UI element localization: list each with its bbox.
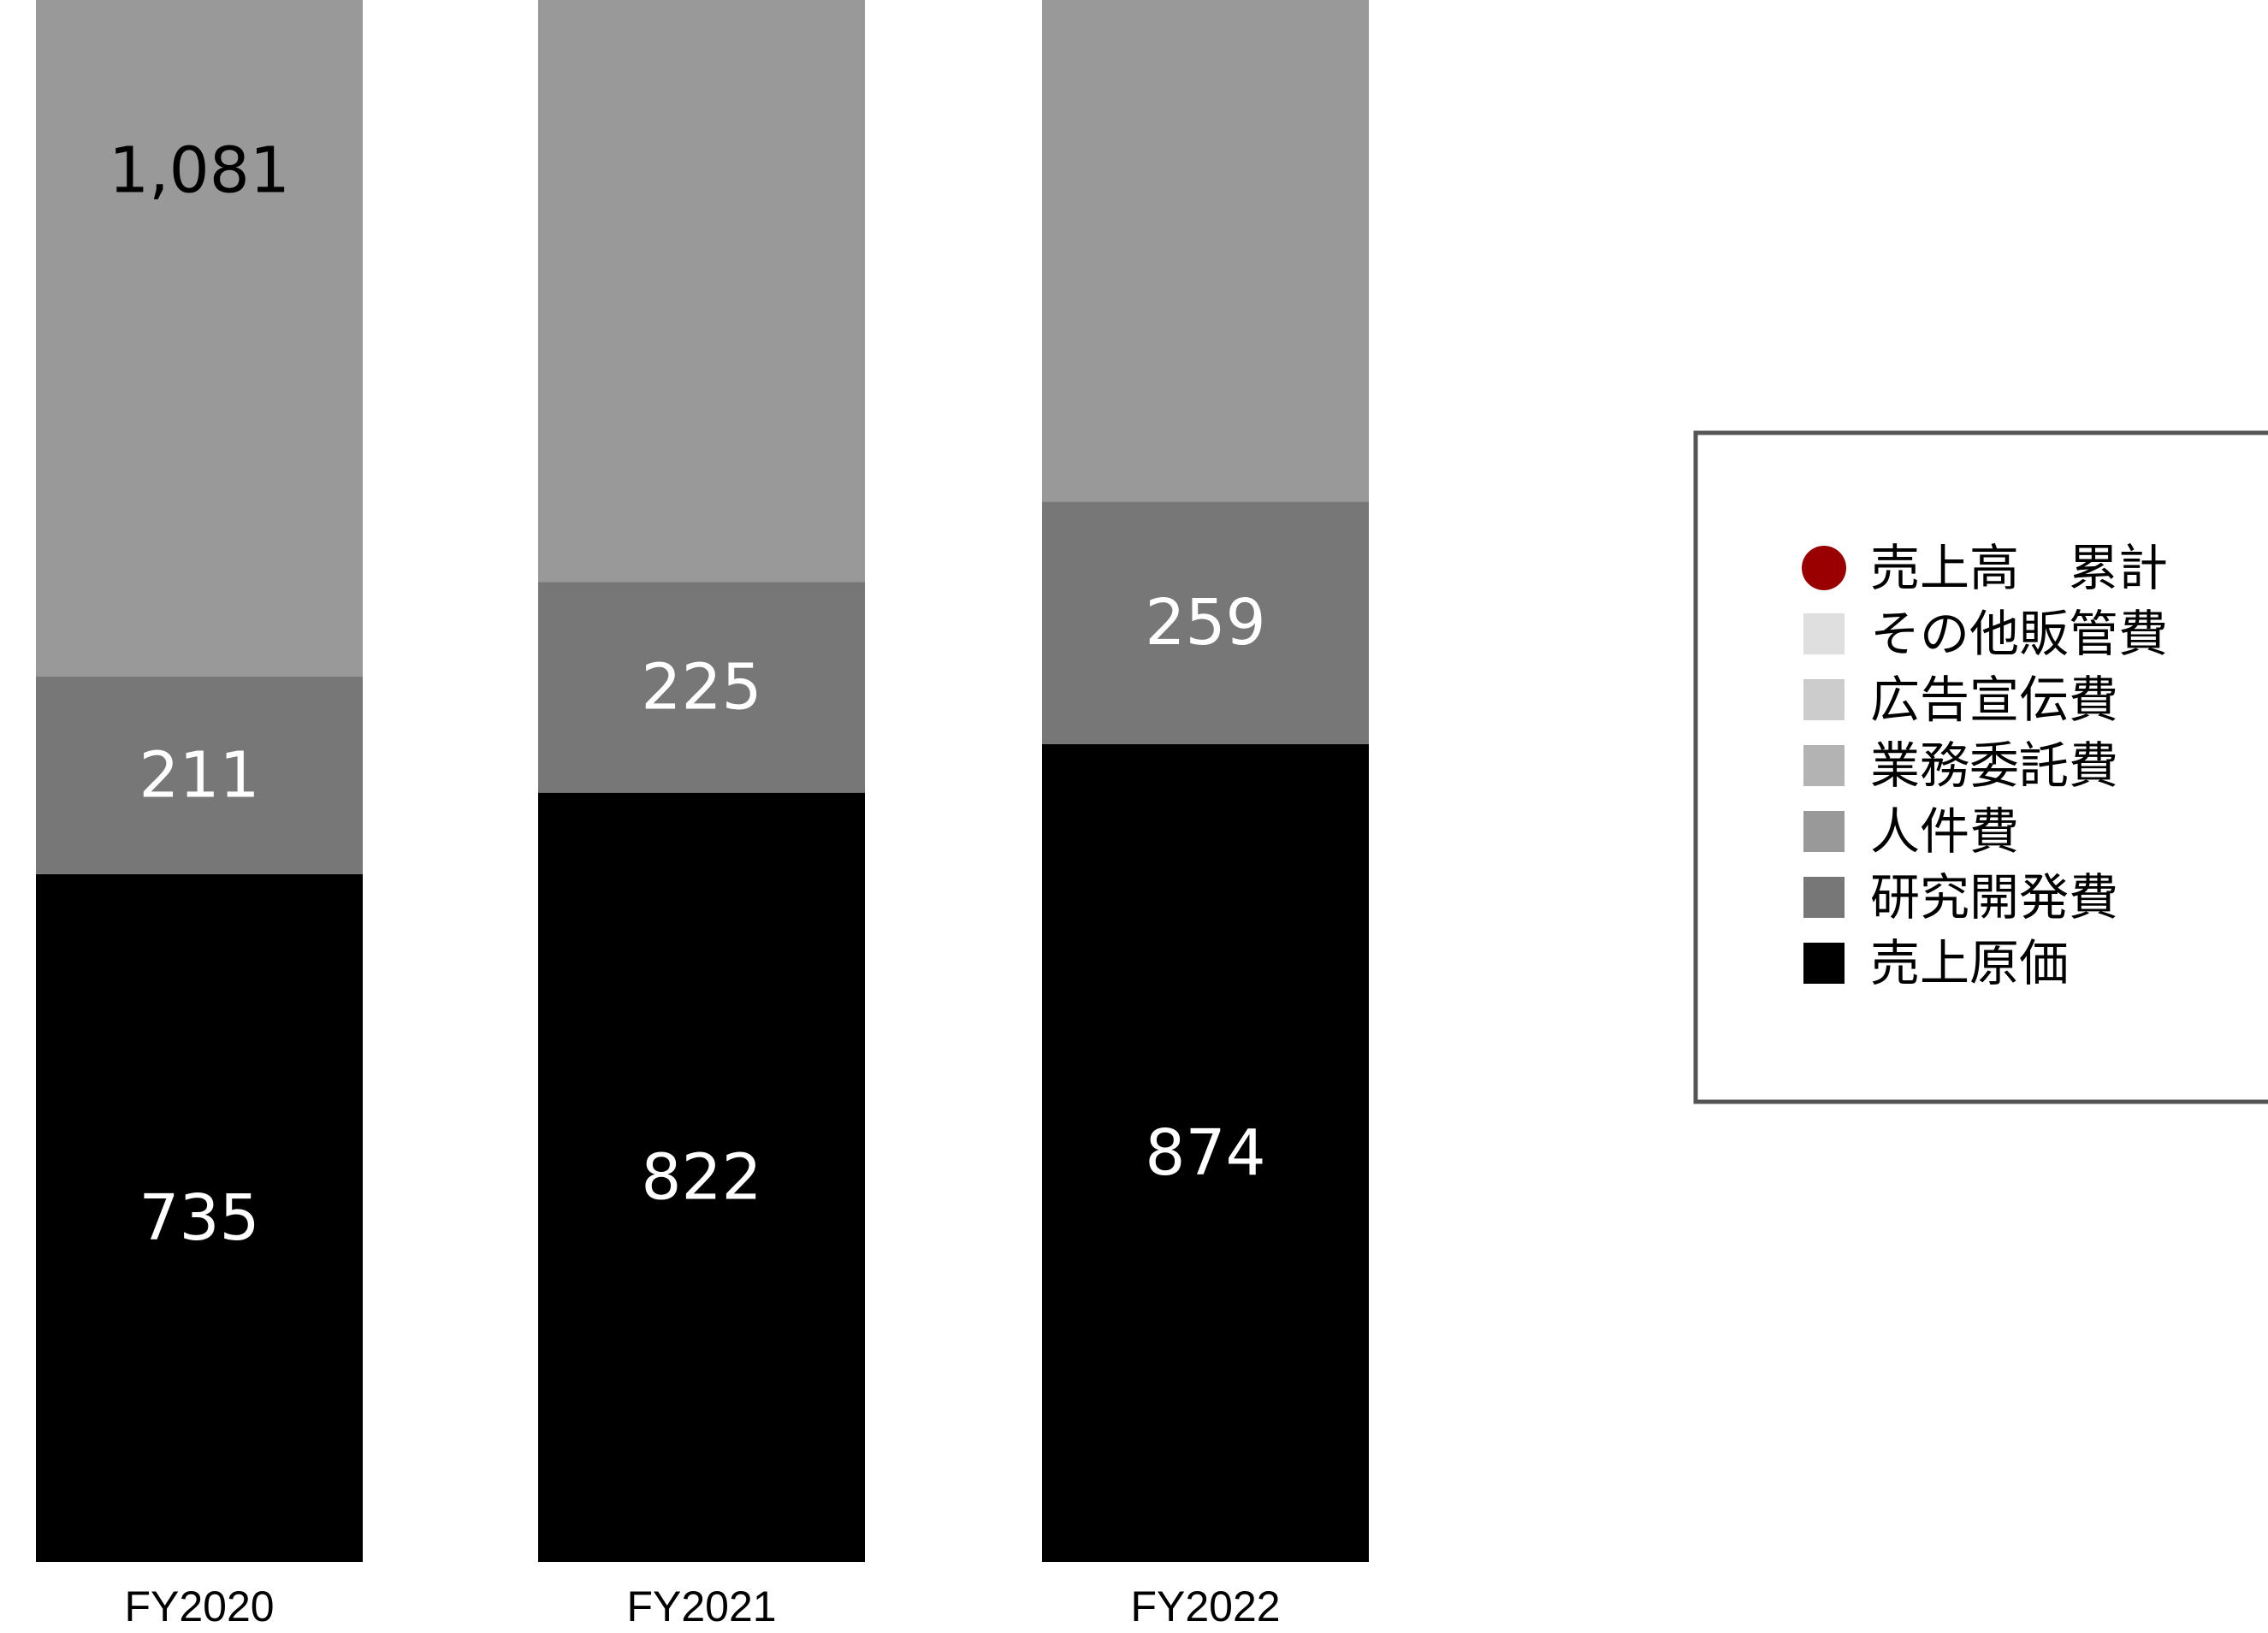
segment-value-label: 259 [1145,586,1265,660]
bars-group [36,0,1369,1562]
legend-label: 研究開発費 [1870,868,2118,926]
legend-square-icon [1803,613,1845,654]
segment-value-label: 735 [139,1181,259,1255]
bar-segment [1042,743,1369,1562]
legend-label: 売上原価 [1870,934,2069,992]
bar-segment [538,792,865,1562]
bar-segment [36,873,363,1562]
legend-label: 広告宣伝費 [1870,671,2118,729]
segment-labels-group: 7352111,0815131689068222251,334493657933… [109,134,1266,1255]
legend-square-icon [1803,877,1845,918]
legend-square-icon [1803,943,1845,984]
legend-box [1693,430,2268,1104]
category-label: FY2021 [626,1583,776,1630]
legend-square-icon [1803,811,1845,852]
bar-segment [36,676,363,874]
bar-segment [1042,0,1369,502]
segment-value-label: 822 [641,1140,761,1214]
bar-segment [538,0,865,583]
legend-square-icon [1803,679,1845,720]
legend-label: その他販管費 [1870,605,2168,663]
segment-value-label: 1,081 [109,134,290,208]
bar-segment [538,582,865,793]
legend-label: 業務委託費 [1870,737,2118,795]
bar-segment [36,0,363,677]
legend-circle-icon [1802,546,1846,590]
legend-square-icon [1803,745,1845,786]
legend-label: 人件費 [1870,802,2019,861]
category-labels-group: FY2020 FY2021 FY2022 [124,1583,1280,1630]
bar-segment [1042,501,1369,744]
legend-label: 売上高 累計 [1870,539,2168,597]
segment-value-label: 225 [641,651,761,725]
category-label: FY2020 [124,1583,274,1630]
segment-value-label: 874 [1145,1116,1265,1190]
segment-value-label: 211 [139,738,259,812]
category-label: FY2022 [1130,1583,1280,1630]
